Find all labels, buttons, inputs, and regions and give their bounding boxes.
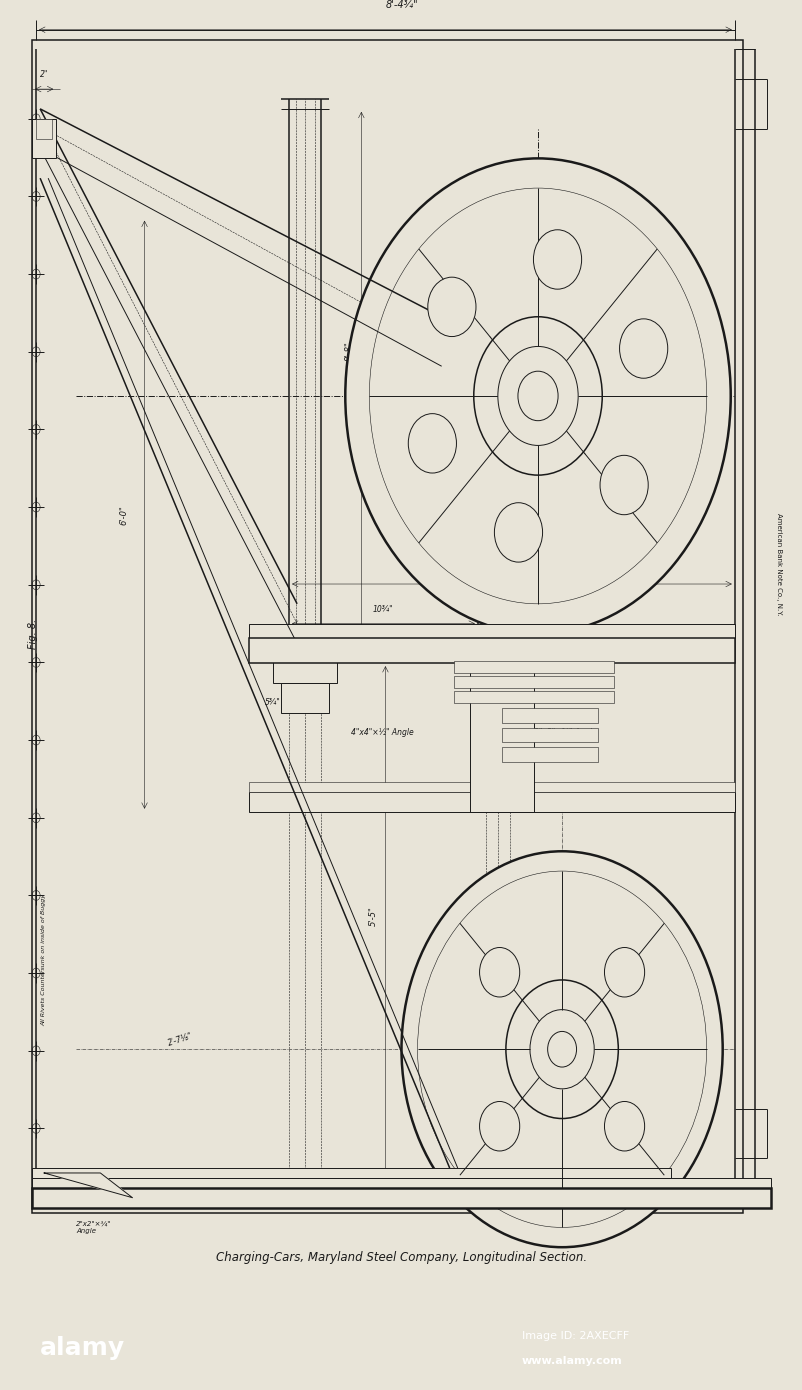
Circle shape — [407, 414, 456, 473]
Bar — [501, 748, 597, 762]
Bar — [453, 662, 614, 673]
Text: Charging-Cars, Maryland Steel Company, Longitudinal Section.: Charging-Cars, Maryland Steel Company, L… — [216, 1251, 586, 1264]
Bar — [469, 653, 533, 812]
Circle shape — [517, 371, 557, 421]
Text: Image ID: 2AXECFF: Image ID: 2AXECFF — [521, 1330, 629, 1341]
Circle shape — [505, 980, 618, 1119]
Bar — [32, 39, 742, 1212]
Circle shape — [529, 1009, 593, 1088]
Text: 5¾": 5¾" — [265, 698, 281, 708]
Bar — [32, 1188, 770, 1208]
Circle shape — [427, 277, 476, 336]
Text: American Bank Note Co., N.Y.: American Bank Note Co., N.Y. — [775, 513, 781, 616]
Circle shape — [604, 948, 644, 997]
Text: 8'-8": 8'-8" — [344, 342, 353, 361]
Circle shape — [619, 318, 667, 378]
Text: 5'-5": 5'-5" — [368, 906, 377, 926]
Text: 6'-0": 6'-0" — [119, 505, 128, 524]
Text: ¾" Rivets: ¾" Rivets — [529, 486, 538, 523]
Text: www.alamy.com: www.alamy.com — [521, 1355, 622, 1366]
Bar — [249, 783, 734, 792]
Bar — [32, 1168, 670, 1177]
Bar — [249, 638, 734, 663]
Text: 2": 2" — [40, 70, 48, 79]
Bar — [249, 792, 734, 812]
Circle shape — [533, 229, 581, 289]
Text: 4"x4"×½" Angle: 4"x4"×½" Angle — [350, 728, 413, 737]
Text: All Rivets Countersunk on inside of Buggy: All Rivets Countersunk on inside of Bugg… — [42, 894, 47, 1026]
Circle shape — [345, 158, 730, 634]
Bar — [453, 676, 614, 688]
Text: alamy: alamy — [40, 1336, 125, 1361]
Bar — [273, 653, 337, 682]
Bar — [281, 682, 329, 713]
Circle shape — [494, 503, 542, 562]
Polygon shape — [44, 1173, 132, 1198]
Bar — [501, 708, 597, 723]
Circle shape — [547, 1031, 576, 1068]
Bar — [36, 118, 52, 139]
Text: 10¾": 10¾" — [373, 605, 393, 614]
Bar — [453, 691, 614, 703]
Circle shape — [479, 1101, 519, 1151]
Bar — [249, 624, 734, 638]
Bar — [501, 727, 597, 742]
Circle shape — [401, 851, 722, 1247]
Text: 4'-2": 4'-2" — [501, 566, 521, 574]
Circle shape — [604, 1101, 644, 1151]
Bar — [32, 118, 56, 158]
Text: 2'-6⅛": 2'-6⅛" — [412, 207, 438, 229]
Circle shape — [473, 317, 602, 475]
Text: 2"x2"×¾" Angle: 2"x2"×¾" Angle — [533, 728, 596, 737]
Bar — [32, 1177, 770, 1193]
Text: 2'-7⅛": 2'-7⅛" — [167, 1031, 194, 1048]
Circle shape — [479, 948, 519, 997]
Circle shape — [497, 346, 577, 445]
Circle shape — [599, 456, 647, 514]
Text: 8'-4¾": 8'-4¾" — [385, 0, 417, 10]
Text: 2"x2"×¾"
Angle: 2"x2"×¾" Angle — [76, 1220, 111, 1234]
Text: Fig. 8.: Fig. 8. — [28, 619, 38, 649]
